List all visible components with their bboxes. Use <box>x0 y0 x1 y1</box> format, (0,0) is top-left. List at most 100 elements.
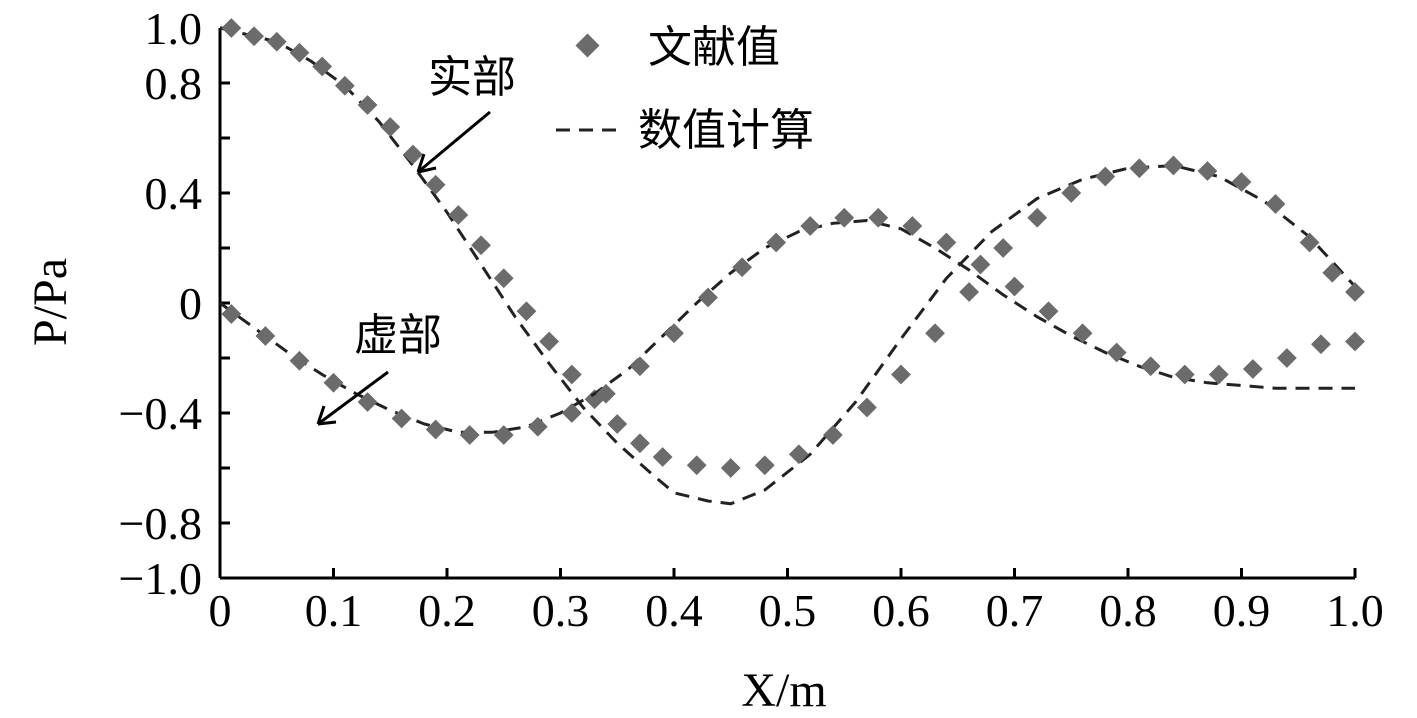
real-literature-point <box>993 238 1014 258</box>
annotation-imag-part: 虚部 <box>354 310 442 361</box>
real-literature-point <box>720 458 741 478</box>
real-literature-point <box>516 301 537 322</box>
imag-literature-point <box>561 403 582 423</box>
real-literature-point <box>630 433 650 454</box>
imag-literature-point <box>596 383 616 404</box>
real-literature-point <box>1027 207 1048 228</box>
real-literature-point <box>425 174 446 195</box>
real-literature-point <box>266 31 287 52</box>
imag-literature-point <box>459 425 480 445</box>
imag-literature-point <box>1208 364 1229 385</box>
x-axis-title: X/m <box>741 664 826 717</box>
imag-literature-point <box>425 419 446 440</box>
imag-literature-point <box>732 257 752 278</box>
imag-literature-point <box>391 408 412 429</box>
real-literature-point <box>221 18 242 38</box>
real-literature-point <box>561 364 582 385</box>
y-tick-label: 1.0 <box>145 3 203 54</box>
real-literature-point <box>788 444 809 465</box>
real-literature-point <box>539 331 560 352</box>
imag-literature-point <box>1242 359 1263 379</box>
legend-label-numerical: 数值计算 <box>638 105 814 156</box>
y-tick-label: −0.4 <box>119 388 202 439</box>
imag-literature-point <box>766 232 787 253</box>
legend-marker-literature <box>575 33 600 58</box>
y-tick-label: −0.8 <box>119 498 202 549</box>
real-literature-point <box>244 26 264 47</box>
imag-literature-point <box>1174 364 1195 385</box>
x-tick-label: 0.5 <box>759 585 817 636</box>
real-literature-point <box>1197 161 1218 181</box>
x-tick-label: 0.7 <box>986 585 1044 636</box>
imag-literature-point <box>255 326 276 346</box>
x-tick-label: 0.3 <box>532 585 590 636</box>
imag-literature-point <box>323 372 344 393</box>
y-axis-title: P/Pa <box>24 258 77 346</box>
imag-literature-point <box>1106 342 1127 363</box>
imag-literature-point <box>664 323 684 344</box>
x-tick-label: 1.0 <box>1326 585 1384 636</box>
real-literature-point <box>652 447 673 467</box>
real-literature-point <box>403 144 423 165</box>
imag-literature-point <box>698 287 718 308</box>
imag-literature-point <box>970 254 991 275</box>
real-literature-point <box>380 117 401 137</box>
real-literature-point <box>891 364 911 385</box>
legend: 文献值 数值计算 <box>556 22 814 156</box>
real-literature-point <box>1129 158 1150 179</box>
real-literature-point <box>493 268 514 289</box>
real-literature-point <box>925 323 945 344</box>
real-literature-point <box>357 95 378 115</box>
real-literature-point <box>1299 232 1320 253</box>
imag-literature-point <box>1311 334 1331 355</box>
imag-literature-point <box>221 304 242 324</box>
real-literature-point <box>1322 262 1343 283</box>
imag-literature-point <box>630 356 650 377</box>
real-literature-point <box>607 414 628 434</box>
annotation-real-part: 实部 <box>428 52 516 103</box>
x-tick-label: 0.8 <box>1099 585 1157 636</box>
real-literature-point <box>1061 183 1082 203</box>
imag-literature-point <box>1345 331 1365 352</box>
annotation-imag-arrow <box>317 370 389 426</box>
imag-literature-point <box>1277 348 1297 368</box>
real-literature-point <box>312 56 333 77</box>
imag-literature-point <box>1072 323 1093 344</box>
real-literature-point <box>959 282 979 302</box>
real-literature-point <box>823 425 843 445</box>
real-literature-point <box>1163 155 1184 176</box>
real-literature-point <box>448 205 469 225</box>
x-tick-label: 0.2 <box>418 585 476 636</box>
real-literature-point <box>471 235 491 256</box>
imag-literature-point <box>289 350 310 371</box>
y-tick-label: 0.4 <box>145 168 203 219</box>
x-tick-label: 0.1 <box>305 585 363 636</box>
real-literature-point <box>1231 172 1252 192</box>
x-tick-label: 0.4 <box>645 585 703 636</box>
x-tick-label: 0.9 <box>1213 585 1271 636</box>
y-tick-label: 0.8 <box>145 58 203 109</box>
x-tick-label: 0 <box>209 585 232 636</box>
y-tick-label: 0 <box>179 278 202 329</box>
annotation-imag-arrowhead <box>316 405 337 426</box>
imag-literature-point <box>357 392 378 412</box>
annotation-real-arrow <box>417 110 491 174</box>
real-literature-point <box>334 75 355 96</box>
real-literature-point <box>1095 166 1116 187</box>
imag-literature-point <box>1038 301 1059 322</box>
imag-literature-point <box>527 416 548 437</box>
imag-literature-point <box>1004 276 1025 297</box>
axes: 0 0.1 0.2 0.3 0.4 0.5 0.6 0.7 0.8 0.9 1.01.00.80.4… <box>119 3 1384 636</box>
real-literature-point <box>1265 194 1286 214</box>
imag-literature-point <box>1140 356 1161 377</box>
real-literature-point <box>857 397 877 418</box>
annotation-real-arrowhead <box>416 153 437 174</box>
imag-literature-point <box>834 207 855 228</box>
real-literature-point <box>686 455 707 476</box>
imag-literature-point <box>493 425 514 445</box>
series-layer <box>219 18 1365 506</box>
real-literature-point <box>289 42 310 63</box>
x-tick-label: 0.6 <box>872 585 930 636</box>
y-tick-label: −1.0 <box>119 553 202 604</box>
